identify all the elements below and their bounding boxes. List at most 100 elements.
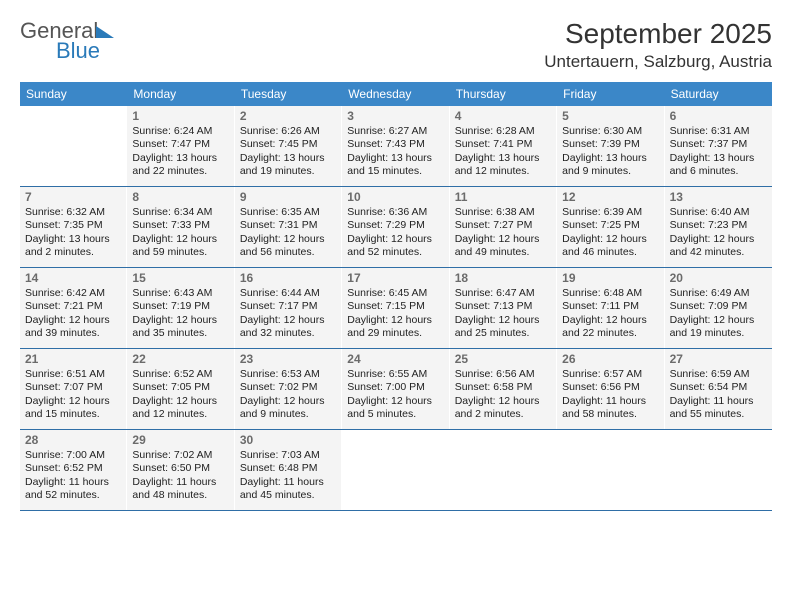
- calendar-cell: 12Sunrise: 6:39 AMSunset: 7:25 PMDayligh…: [557, 187, 664, 267]
- day-number: 29: [132, 433, 228, 447]
- calendar-cell: 28Sunrise: 7:00 AMSunset: 6:52 PMDayligh…: [20, 430, 127, 510]
- day-number: 30: [240, 433, 336, 447]
- weekday-header: Wednesday: [342, 82, 449, 106]
- day-number: 18: [455, 271, 551, 285]
- calendar-cell: 10Sunrise: 6:36 AMSunset: 7:29 PMDayligh…: [342, 187, 449, 267]
- sunrise-line: Sunrise: 6:39 AM: [562, 206, 658, 219]
- sunrise-line: Sunrise: 6:43 AM: [132, 287, 228, 300]
- daylight-line: Daylight: 12 hours and 49 minutes.: [455, 233, 551, 260]
- calendar-cell: 4Sunrise: 6:28 AMSunset: 7:41 PMDaylight…: [450, 106, 557, 186]
- sunrise-line: Sunrise: 6:56 AM: [455, 368, 551, 381]
- daylight-line: Daylight: 12 hours and 35 minutes.: [132, 314, 228, 341]
- day-number: 24: [347, 352, 443, 366]
- calendar-cell: 11Sunrise: 6:38 AMSunset: 7:27 PMDayligh…: [450, 187, 557, 267]
- sunset-line: Sunset: 7:37 PM: [670, 138, 767, 151]
- calendar-grid: 1Sunrise: 6:24 AMSunset: 7:47 PMDaylight…: [20, 106, 772, 511]
- sunrise-line: Sunrise: 6:30 AM: [562, 125, 658, 138]
- sunrise-line: Sunrise: 6:36 AM: [347, 206, 443, 219]
- calendar-page: General Blue September 2025 Untertauern,…: [0, 0, 792, 612]
- day-number: 17: [347, 271, 443, 285]
- weekday-header: Tuesday: [235, 82, 342, 106]
- calendar-cell: 3Sunrise: 6:27 AMSunset: 7:43 PMDaylight…: [342, 106, 449, 186]
- day-number: 19: [562, 271, 658, 285]
- day-number: 22: [132, 352, 228, 366]
- sunset-line: Sunset: 7:31 PM: [240, 219, 336, 232]
- daylight-line: Daylight: 12 hours and 9 minutes.: [240, 395, 336, 422]
- sunset-line: Sunset: 7:41 PM: [455, 138, 551, 151]
- sunrise-line: Sunrise: 6:52 AM: [132, 368, 228, 381]
- sunset-line: Sunset: 7:17 PM: [240, 300, 336, 313]
- daylight-line: Daylight: 13 hours and 2 minutes.: [25, 233, 121, 260]
- sunset-line: Sunset: 7:25 PM: [562, 219, 658, 232]
- sunrise-line: Sunrise: 6:55 AM: [347, 368, 443, 381]
- daylight-line: Daylight: 11 hours and 45 minutes.: [240, 476, 336, 503]
- sunset-line: Sunset: 7:39 PM: [562, 138, 658, 151]
- calendar-cell: 24 Sunrise: 6:55 AMSunset: 7:00 PMDayligh…: [342, 349, 449, 429]
- sunrise-line: Sunrise: 7:03 AM: [240, 449, 336, 462]
- month-title: September 2025: [544, 18, 772, 50]
- sunset-line: Sunset: 7:23 PM: [670, 219, 767, 232]
- sunset-line: Sunset: 7:02 PM: [240, 381, 336, 394]
- sunset-line: Sunset: 7:19 PM: [132, 300, 228, 313]
- daylight-line: Daylight: 12 hours and 12 minutes.: [132, 395, 228, 422]
- sunrise-line: Sunrise: 6:44 AM: [240, 287, 336, 300]
- sunrise-line: Sunrise: 6:32 AM: [25, 206, 121, 219]
- calendar-cell: 19Sunrise: 6:48 AMSunset: 7:11 PMDayligh…: [557, 268, 664, 348]
- day-number: 2: [240, 109, 336, 123]
- sunrise-line: Sunrise: 7:02 AM: [132, 449, 228, 462]
- day-number: 3: [347, 109, 443, 123]
- sunset-line: Sunset: 7:07 PM: [25, 381, 121, 394]
- daylight-line: Daylight: 12 hours and 22 minutes.: [562, 314, 658, 341]
- sunrise-line: Sunrise: 6:35 AM: [240, 206, 336, 219]
- calendar-cell: 30Sunrise: 7:03 AMSunset: 6:48 PMDayligh…: [235, 430, 342, 510]
- sunset-line: Sunset: 7:45 PM: [240, 138, 336, 151]
- sunset-line: Sunset: 6:58 PM: [455, 381, 551, 394]
- day-number: 8: [132, 190, 228, 204]
- daylight-line: Daylight: 12 hours and 15 minutes.: [25, 395, 121, 422]
- daylight-line: Daylight: 12 hours and 5 minutes.: [347, 395, 443, 422]
- day-number: 26: [562, 352, 658, 366]
- calendar-cell: 2Sunrise: 6:26 AMSunset: 7:45 PMDaylight…: [235, 106, 342, 186]
- calendar-cell: 7Sunrise: 6:32 AMSunset: 7:35 PMDaylight…: [20, 187, 127, 267]
- sunrise-line: Sunrise: 6:47 AM: [455, 287, 551, 300]
- calendar-cell: 22 Sunrise: 6:52 AMSunset: 7:05 PMDayligh…: [127, 349, 234, 429]
- calendar-week-row: 1Sunrise: 6:24 AMSunset: 7:47 PMDaylight…: [20, 106, 772, 187]
- calendar-cell-empty: [342, 430, 449, 510]
- day-number: 5: [562, 109, 658, 123]
- daylight-line: Daylight: 12 hours and 19 minutes.: [670, 314, 767, 341]
- calendar-cell: 16Sunrise: 6:44 AMSunset: 7:17 PMDayligh…: [235, 268, 342, 348]
- sunset-line: Sunset: 7:13 PM: [455, 300, 551, 313]
- calendar-cell-empty: [20, 106, 127, 186]
- daylight-line: Daylight: 11 hours and 48 minutes.: [132, 476, 228, 503]
- sunrise-line: Sunrise: 6:49 AM: [670, 287, 767, 300]
- sunrise-line: Sunrise: 6:24 AM: [132, 125, 228, 138]
- calendar-cell: 17Sunrise: 6:45 AMSunset: 7:15 PMDayligh…: [342, 268, 449, 348]
- sunrise-line: Sunrise: 6:27 AM: [347, 125, 443, 138]
- sunset-line: Sunset: 7:05 PM: [132, 381, 228, 394]
- daylight-line: Daylight: 11 hours and 58 minutes.: [562, 395, 658, 422]
- sunrise-line: Sunrise: 6:38 AM: [455, 206, 551, 219]
- daylight-line: Daylight: 12 hours and 29 minutes.: [347, 314, 443, 341]
- calendar-cell: 23Sunrise: 6:53 AMSunset: 7:02 PMDayligh…: [235, 349, 342, 429]
- logo: General Blue: [20, 18, 114, 64]
- daylight-line: Daylight: 13 hours and 12 minutes.: [455, 152, 551, 179]
- day-number: 1: [132, 109, 228, 123]
- daylight-line: Daylight: 12 hours and 42 minutes.: [670, 233, 767, 260]
- sunset-line: Sunset: 7:00 PM: [347, 381, 443, 394]
- calendar-week-row: 7Sunrise: 6:32 AMSunset: 7:35 PMDaylight…: [20, 187, 772, 268]
- sunset-line: Sunset: 7:11 PM: [562, 300, 658, 313]
- day-number: 13: [670, 190, 767, 204]
- day-number: 14: [25, 271, 121, 285]
- calendar-cell: 15Sunrise: 6:43 AMSunset: 7:19 PMDayligh…: [127, 268, 234, 348]
- calendar-cell: 27Sunrise: 6:59 AMSunset: 6:54 PMDayligh…: [665, 349, 772, 429]
- daylight-line: Daylight: 12 hours and 52 minutes.: [347, 233, 443, 260]
- sunset-line: Sunset: 6:56 PM: [562, 381, 658, 394]
- sunset-line: Sunset: 6:52 PM: [25, 462, 121, 475]
- header: General Blue September 2025 Untertauern,…: [20, 18, 772, 72]
- day-number: 25: [455, 352, 551, 366]
- sunrise-line: Sunrise: 6:34 AM: [132, 206, 228, 219]
- calendar-cell: 25Sunrise: 6:56 AMSunset: 6:58 PMDayligh…: [450, 349, 557, 429]
- daylight-line: Daylight: 13 hours and 15 minutes.: [347, 152, 443, 179]
- day-number: 7: [25, 190, 121, 204]
- sunrise-line: Sunrise: 7:00 AM: [25, 449, 121, 462]
